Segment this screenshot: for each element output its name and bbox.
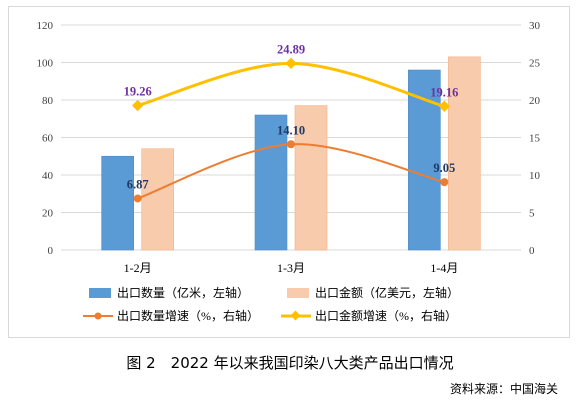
bar-export-quantity <box>101 155 134 251</box>
bar-export-value <box>141 148 174 251</box>
data-label-export-quantity-growth: 6.87 <box>127 177 149 191</box>
source-note: 资料来源：中国海关 <box>449 382 558 396</box>
legend-label: 出口金额增速（%，右轴） <box>315 308 457 323</box>
marker-export-value-growth <box>285 57 297 69</box>
y-right-tick-label: 20 <box>529 95 541 107</box>
legend-swatch <box>287 288 309 298</box>
line-export-quantity-growth <box>137 143 445 200</box>
legend-marker <box>290 310 301 321</box>
legend-item: 出口数量增速（%，右轴） <box>83 308 259 323</box>
legend-item: 出口金额（亿美元，左轴） <box>287 285 459 300</box>
y-left-tick-label: 60 <box>42 133 54 145</box>
legend-label: 出口数量增速（%，右轴） <box>117 308 259 323</box>
y-right-tick-label: 15 <box>529 133 541 145</box>
chart-frame: 0 20 40 60 80 100 120 0 5 10 15 20 25 30 1-2月 1-3月 1-4月 6… <box>8 6 570 338</box>
marker-export-quantity-growth <box>133 194 142 203</box>
bar-export-value <box>294 105 328 251</box>
x-tick-label: 1-4月 <box>430 261 458 275</box>
marker-export-quantity-growth <box>287 140 295 149</box>
bar-export-quantity <box>254 114 288 251</box>
combo-chart: 0 20 40 60 80 100 120 0 5 10 15 20 25 30 1-2月 1-3月 1-4月 6… <box>37 20 541 323</box>
legend-swatch <box>89 288 111 298</box>
data-label-export-quantity-growth: 9.05 <box>433 161 455 175</box>
x-tick-label: 1-3月 <box>277 261 305 275</box>
bar-export-value <box>448 56 481 251</box>
marker-export-quantity-growth <box>440 178 449 187</box>
y-right-tick-label: 30 <box>529 20 541 32</box>
data-label-export-value-growth: 24.89 <box>277 42 305 56</box>
y-right-tick-label: 5 <box>529 208 535 220</box>
y-left-tick-label: 100 <box>37 58 54 70</box>
legend-item: 出口数量（亿米，左轴） <box>89 285 249 300</box>
y-left-tick-label: 0 <box>48 245 54 257</box>
y-left-tick-label: 120 <box>37 20 54 32</box>
legend-label: 出口数量（亿米，左轴） <box>117 285 249 300</box>
data-label-export-value-growth: 19.16 <box>430 85 458 99</box>
data-label-export-quantity-growth: 14.10 <box>277 123 305 137</box>
y-left-tick-label: 40 <box>42 170 54 182</box>
legend-item: 出口金额增速（%，右轴） <box>281 308 457 323</box>
y-left-tick-label: 80 <box>42 95 54 107</box>
y-right-tick-label: 10 <box>529 170 541 182</box>
y-left-tick-label: 20 <box>42 208 54 220</box>
y-right-tick-label: 0 <box>529 245 535 257</box>
data-label-export-value-growth: 19.26 <box>124 85 152 99</box>
x-tick-label: 1-2月 <box>124 261 152 275</box>
y-right-tick-label: 25 <box>529 58 541 70</box>
marker-export-value-growth <box>132 99 144 112</box>
legend-marker <box>94 312 102 320</box>
figure-caption: 图 2 2022 年以来我国印染八大类产品出口情况 <box>126 354 454 372</box>
legend-label: 出口金额（亿美元，左轴） <box>315 285 459 300</box>
